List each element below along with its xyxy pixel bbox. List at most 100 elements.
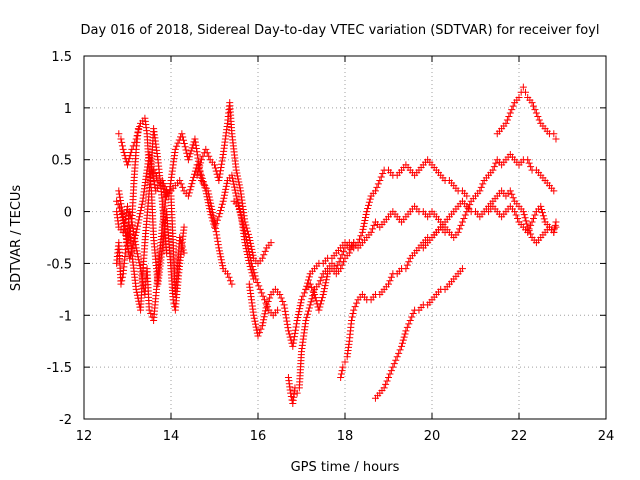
data-point xyxy=(205,152,213,160)
data-point xyxy=(180,136,188,144)
data-point xyxy=(304,310,312,318)
data-point xyxy=(199,177,207,185)
data-point xyxy=(552,135,560,143)
data-point xyxy=(386,277,394,285)
data-point xyxy=(531,106,539,114)
data-point xyxy=(492,159,500,167)
data-point xyxy=(538,205,546,213)
data-point xyxy=(118,273,126,281)
data-point xyxy=(220,191,228,199)
data-point xyxy=(135,213,143,221)
data-point xyxy=(137,203,145,211)
data-point xyxy=(261,296,269,304)
data-point xyxy=(319,291,327,299)
data-point xyxy=(153,173,160,181)
data-point xyxy=(290,336,298,344)
data-point xyxy=(283,317,291,325)
y-axis-label: SDTVAR / TECUs xyxy=(9,185,24,292)
data-point xyxy=(393,353,401,361)
data-point xyxy=(187,183,195,191)
data-point xyxy=(150,178,158,186)
data-point xyxy=(228,280,236,288)
data-point xyxy=(115,190,123,198)
data-point xyxy=(402,265,410,273)
data-point xyxy=(234,202,242,210)
data-point xyxy=(184,192,192,200)
data-point xyxy=(403,261,411,269)
data-point xyxy=(337,374,345,382)
data-point xyxy=(348,313,356,321)
data-point xyxy=(296,305,304,313)
data-point xyxy=(253,278,261,286)
data-point xyxy=(315,280,323,288)
data-point xyxy=(351,303,359,311)
y-tick-label: -0.5 xyxy=(47,257,72,272)
data-point xyxy=(117,200,125,208)
data-point xyxy=(338,367,346,375)
data-point xyxy=(464,204,472,212)
data-point xyxy=(134,253,142,261)
data-point xyxy=(128,245,136,253)
data-point xyxy=(160,185,168,193)
data-point xyxy=(306,280,314,288)
series-arc-9 xyxy=(245,239,358,350)
data-point xyxy=(387,367,395,375)
data-point xyxy=(194,154,202,162)
data-point xyxy=(146,157,154,165)
data-point xyxy=(113,197,121,205)
data-point xyxy=(117,280,125,288)
data-point xyxy=(129,142,137,150)
data-point xyxy=(366,195,374,203)
data-point xyxy=(232,166,240,174)
data-point xyxy=(185,153,193,161)
data-point xyxy=(296,302,304,310)
data-point xyxy=(224,270,232,278)
data-point xyxy=(252,275,260,283)
data-point xyxy=(290,333,298,341)
data-point xyxy=(218,200,226,208)
data-point xyxy=(525,225,533,233)
data-point xyxy=(367,228,375,236)
data-point xyxy=(238,215,246,223)
data-point xyxy=(241,227,249,235)
data-point xyxy=(219,262,227,270)
data-point xyxy=(196,162,204,170)
x-axis-label: GPS time / hours xyxy=(291,460,400,475)
data-point xyxy=(180,140,188,148)
data-point xyxy=(356,235,363,243)
data-point xyxy=(133,250,141,258)
data-point xyxy=(239,218,247,226)
data-point xyxy=(150,166,158,174)
series-arc-3 xyxy=(115,114,188,314)
data-point xyxy=(204,196,212,204)
data-point xyxy=(217,163,225,171)
data-point xyxy=(377,173,385,181)
y-tick-label: -1.5 xyxy=(47,361,72,376)
data-point xyxy=(506,109,514,117)
data-point xyxy=(130,238,138,246)
data-point xyxy=(176,234,184,241)
data-point xyxy=(180,249,188,257)
data-point xyxy=(364,201,372,209)
data-point xyxy=(118,277,126,285)
data-point xyxy=(216,250,224,258)
data-point xyxy=(218,259,226,267)
data-point xyxy=(187,147,195,155)
data-point xyxy=(221,188,229,196)
data-point xyxy=(266,294,274,302)
series-arc-15 xyxy=(485,202,560,236)
data-point xyxy=(274,306,282,314)
data-point xyxy=(235,181,243,189)
data-point xyxy=(151,170,159,178)
data-point xyxy=(551,221,559,229)
data-point xyxy=(251,272,259,280)
data-point xyxy=(527,163,535,171)
data-point xyxy=(216,210,224,218)
data-point xyxy=(179,246,187,254)
data-point xyxy=(254,332,262,340)
data-point xyxy=(178,243,186,251)
data-point xyxy=(311,294,319,302)
data-point xyxy=(409,310,417,318)
data-point xyxy=(347,246,355,254)
data-point xyxy=(261,310,269,318)
